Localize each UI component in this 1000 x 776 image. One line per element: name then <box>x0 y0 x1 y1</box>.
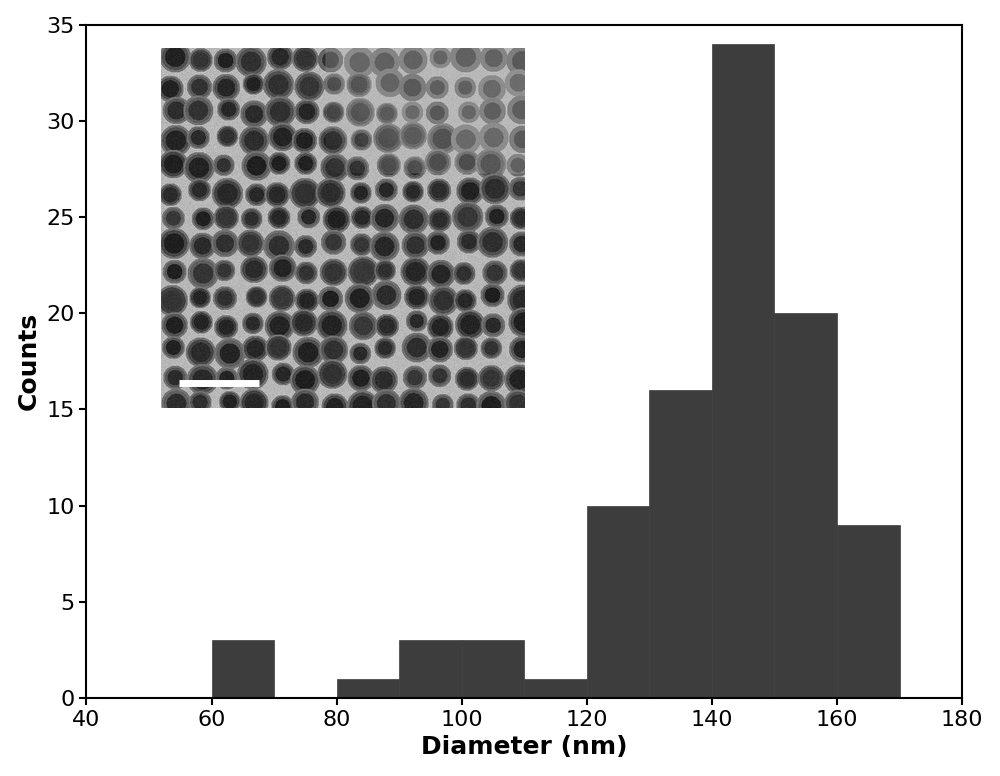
Bar <box>462 640 524 698</box>
Bar <box>837 525 900 698</box>
Bar <box>587 506 649 698</box>
Bar <box>212 640 274 698</box>
Bar <box>712 44 774 698</box>
Bar <box>399 640 462 698</box>
Bar <box>774 314 837 698</box>
Bar <box>337 679 399 698</box>
Bar <box>524 679 587 698</box>
Bar <box>649 390 712 698</box>
X-axis label: Diameter (nm): Diameter (nm) <box>421 736 627 760</box>
Y-axis label: Counts: Counts <box>17 312 41 411</box>
